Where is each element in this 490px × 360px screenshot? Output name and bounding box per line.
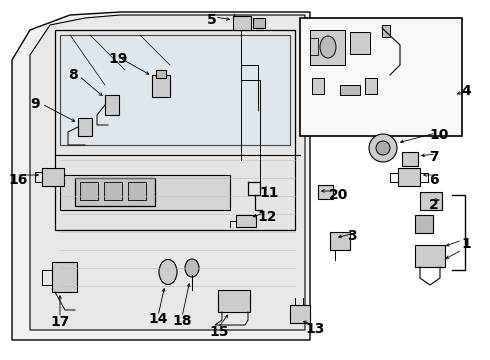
Circle shape: [369, 134, 397, 162]
Bar: [42, 168, 64, 186]
Bar: [253, 18, 265, 28]
Polygon shape: [12, 12, 310, 340]
Text: 17: 17: [50, 315, 70, 329]
Text: 6: 6: [429, 173, 439, 187]
Text: 15: 15: [209, 325, 228, 339]
Bar: [318, 185, 333, 199]
Bar: [156, 70, 166, 78]
Bar: [60, 175, 230, 210]
Bar: [340, 85, 360, 95]
Bar: [218, 290, 250, 312]
Bar: [236, 215, 256, 227]
Text: 4: 4: [461, 84, 471, 98]
Bar: [290, 305, 310, 323]
Bar: [310, 30, 345, 65]
Bar: [55, 30, 295, 230]
Bar: [312, 78, 324, 94]
Circle shape: [376, 141, 390, 155]
Bar: [420, 192, 442, 210]
Bar: [350, 32, 370, 54]
Text: 11: 11: [259, 186, 278, 200]
Bar: [75, 178, 155, 206]
Bar: [415, 245, 445, 267]
Bar: [104, 182, 122, 200]
Bar: [402, 152, 418, 166]
Text: 13: 13: [305, 322, 324, 336]
Text: 7: 7: [429, 150, 439, 164]
Text: 8: 8: [68, 68, 78, 82]
Bar: [78, 118, 92, 136]
Bar: [398, 168, 420, 186]
Text: 5: 5: [207, 13, 217, 27]
Bar: [415, 215, 433, 233]
Text: 16: 16: [8, 173, 27, 187]
Bar: [365, 78, 377, 94]
Text: 19: 19: [108, 52, 127, 66]
Bar: [330, 232, 350, 250]
Text: 10: 10: [429, 128, 448, 142]
Bar: [105, 95, 119, 115]
Bar: [152, 75, 170, 97]
Text: 1: 1: [461, 237, 471, 251]
Polygon shape: [60, 35, 290, 145]
Bar: [80, 182, 98, 200]
Bar: [382, 25, 390, 37]
Bar: [300, 18, 462, 136]
Polygon shape: [30, 15, 305, 330]
Text: 14: 14: [148, 312, 168, 326]
Text: 9: 9: [30, 97, 40, 111]
Bar: [233, 16, 251, 30]
Ellipse shape: [320, 36, 336, 58]
Ellipse shape: [159, 260, 177, 284]
Bar: [52, 262, 77, 292]
Bar: [128, 182, 146, 200]
Text: 2: 2: [429, 198, 439, 212]
Text: 3: 3: [347, 229, 357, 243]
Text: 12: 12: [257, 210, 276, 224]
Ellipse shape: [185, 259, 199, 277]
Text: 20: 20: [329, 188, 348, 202]
Text: 18: 18: [172, 314, 192, 328]
